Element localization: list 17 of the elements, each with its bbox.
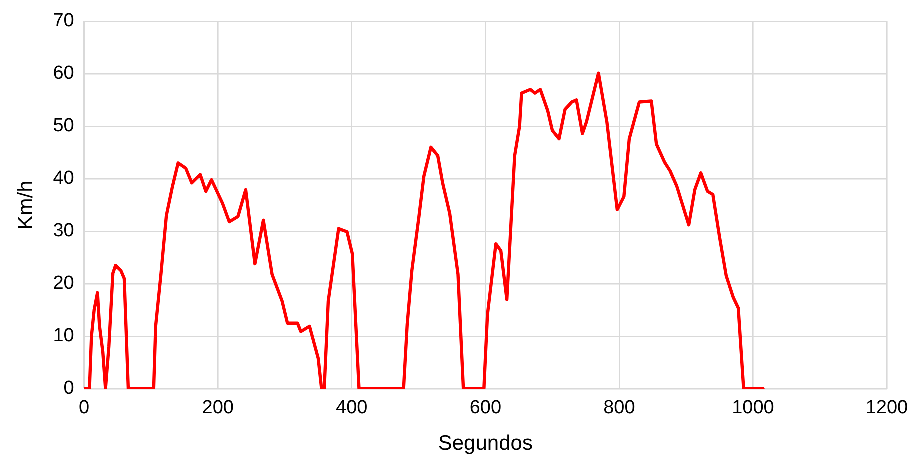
- x-tick-label: 0: [79, 398, 90, 419]
- x-tick-label: 400: [336, 398, 368, 419]
- x-tick-label: 1200: [866, 398, 908, 419]
- y-tick-label: 60: [53, 63, 74, 84]
- y-tick-label: 10: [53, 326, 74, 347]
- y-tick-label: 0: [64, 378, 74, 400]
- y-tick-label: 30: [53, 220, 74, 242]
- y-tick-label: 40: [53, 168, 74, 190]
- x-axis-title: Segundos: [438, 432, 533, 456]
- x-tick-label: 1000: [732, 398, 774, 419]
- x-tick-label: 800: [604, 398, 636, 419]
- y-tick-label: 50: [53, 116, 74, 137]
- y-tick-label: 20: [53, 273, 74, 294]
- y-axis-title: Km/h: [14, 180, 38, 230]
- x-tick-label: 600: [470, 398, 502, 419]
- x-tick-label: 200: [202, 398, 234, 419]
- y-tick-label: 70: [53, 10, 74, 32]
